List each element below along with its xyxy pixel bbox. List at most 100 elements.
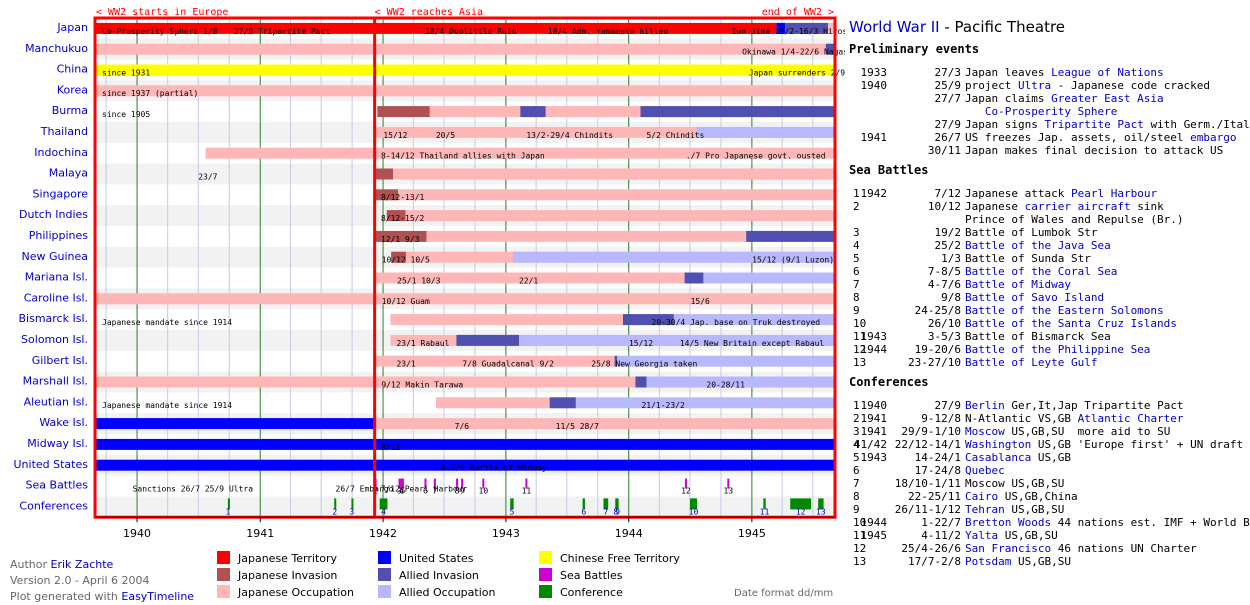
conference-mark (351, 498, 354, 510)
panel-link[interactable]: Pearl Harbour (1070, 187, 1158, 200)
panel-link[interactable]: Battle of Midway (965, 278, 1071, 291)
panel-row-text: Battle of the Santa Cruz Islands (965, 317, 1177, 330)
panel-link[interactable]: Potsdam (965, 555, 1012, 568)
x-tick-label: 1940 (123, 527, 151, 540)
panel-row-date: 19-20/6 (914, 343, 961, 356)
panel-text: Japan makes final decision to attack US (965, 144, 1224, 157)
panel-row-date: 17/7-2/8 (908, 555, 961, 568)
bar-invasion (374, 189, 399, 201)
panel-row: 1 1942 7/12 Japanese attack Pearl Harbour (849, 187, 1249, 200)
conference-number: 11 (760, 507, 770, 516)
annotation: Japanese mandate since 1914 (102, 401, 232, 410)
panel-link[interactable]: Atlantic Charter (1077, 412, 1184, 425)
panel-link[interactable]: Greater East Asia (1051, 92, 1164, 105)
author-link[interactable]: Erik Zachte (50, 558, 114, 571)
panel-link[interactable]: Battle of the Philippine Sea (965, 343, 1151, 356)
panel-link[interactable]: League of Nations (1051, 66, 1164, 79)
bar-allied_occ (519, 334, 834, 346)
panel-row-date: 1/3 (941, 252, 961, 265)
legend-label: United States (399, 552, 474, 565)
panel-row: 7 18/10-1/11 Moscow US,GB,SU (849, 477, 1249, 490)
sea-battle-mark (482, 478, 485, 489)
annotation: 11/5 28/7 (556, 422, 600, 431)
bar-us (96, 418, 375, 430)
panel-row: Prince of Wales and Repulse (Br.) (849, 213, 1249, 226)
row-label: Conferences (19, 499, 88, 512)
bar-occupation (96, 376, 636, 388)
annotation: ./7 Pro Japanese govt. ousted (686, 152, 826, 161)
panel-link[interactable]: Battle of the Eastern Solomons (965, 304, 1164, 317)
panel-link[interactable]: Battle of the Santa Cruz Islands (965, 317, 1177, 330)
bar-occupation (405, 210, 834, 222)
panel-link[interactable]: carrier aircraft (1024, 200, 1131, 213)
panel-link[interactable]: Co-Prosperity Sphere (984, 105, 1118, 118)
panel-row-date: 10/12 (927, 200, 961, 213)
panel-row-year: 1942 (860, 187, 888, 200)
bar-us (96, 459, 834, 471)
bar-occupation (96, 293, 834, 305)
panel-link[interactable]: Quebec (965, 464, 1005, 477)
panel-row-date: 26/10 (927, 317, 961, 330)
legend-swatch (539, 551, 552, 564)
conference-mark (510, 498, 514, 510)
panel-row-number: 3 (853, 226, 860, 239)
panel-row-number: 6 (853, 464, 860, 477)
panel-row-text: Battle of Sunda Str (965, 252, 1091, 265)
panel-text: US freezes Jap. assets, oil/steel (965, 131, 1191, 144)
row-label: Gilbert Isl. (32, 354, 88, 367)
conference-mark (227, 498, 230, 510)
annotation: 25/8 New Georgia taken (591, 360, 697, 369)
plot-tool-link[interactable]: EasyTimeline (121, 590, 195, 603)
conference-number: 12 (796, 507, 806, 516)
sea-battle-number: 7 (432, 487, 437, 496)
panel-link[interactable]: Battle of the Java Sea (965, 239, 1111, 252)
panel-row-number: 4 (853, 239, 860, 252)
panel-row-date: 22/12-14/1 (894, 438, 961, 451)
panel-row-text: Japanese attack Pearl Harbour (965, 187, 1157, 200)
panel-row-date: 9/8 (941, 291, 961, 304)
conference-number: 1 (226, 507, 231, 516)
row-label: Japan (56, 21, 88, 34)
panel-link[interactable]: Tripartite Pact (1044, 118, 1144, 131)
panel-link[interactable]: Tehran (965, 503, 1005, 516)
panel-link[interactable]: Moscow (965, 425, 1005, 438)
panel-link[interactable]: Berlin (965, 399, 1005, 412)
panel-link[interactable]: Bretton Woods (965, 516, 1052, 529)
panel-link[interactable]: Battle of Savo Island (965, 291, 1105, 304)
annotation: 5/2 Chindits (646, 131, 704, 140)
panel-row-date: 25/2 (934, 239, 962, 252)
panel-title-link[interactable]: World War II (849, 18, 940, 36)
panel-title-suffix: - Pacific Theatre (939, 18, 1066, 36)
panel-row: 12 25/4-26/6 San Francisco 46 nations UN C… (849, 542, 1249, 555)
panel-row-number: 9 (853, 503, 860, 516)
panel-row-number: 8 (853, 490, 860, 503)
row-label: Singapore (33, 187, 89, 200)
panel-section-heading: Conferences (849, 375, 929, 389)
panel-row-date: 1-22/7 (921, 516, 961, 529)
panel-row-year: 1944 (860, 516, 888, 529)
panel-row-text: Moscow US,GB,SU (965, 477, 1064, 490)
row-label: Korea (57, 83, 88, 96)
annotation: 7/6 (455, 422, 470, 431)
legend-item: Chinese Free Territory (539, 551, 680, 565)
panel-link[interactable]: San Francisco (965, 542, 1052, 555)
panel-link[interactable]: Yalta (965, 529, 999, 542)
panel-link[interactable]: Cairo (965, 490, 999, 503)
panel-row-number: 6 (853, 265, 860, 278)
bar-china (96, 64, 834, 76)
annotation: 13/2-29/4 Chindits (526, 131, 613, 140)
panel-link[interactable]: Battle of the Coral Sea (965, 265, 1118, 278)
panel-row-text: Battle of Bismarck Sea (965, 330, 1111, 343)
bar-invasion (374, 168, 394, 180)
sea-battle-mark (525, 478, 528, 489)
credits: Author Erik Zachte Version 2.0 - April 6… (10, 557, 194, 605)
annotation: 22/1 (519, 276, 538, 285)
panel-link[interactable]: Ultra (1017, 79, 1052, 92)
panel-link[interactable]: Casablanca (965, 451, 1032, 464)
panel-link[interactable]: Washington (965, 438, 1032, 451)
legend-item: Conference (539, 585, 623, 599)
row-label: Sea Battles (26, 479, 89, 492)
panel-link[interactable]: Battle of Leyte Gulf (965, 356, 1098, 369)
row-label: Thailand (40, 125, 88, 138)
panel-link[interactable]: embargo (1190, 131, 1237, 144)
